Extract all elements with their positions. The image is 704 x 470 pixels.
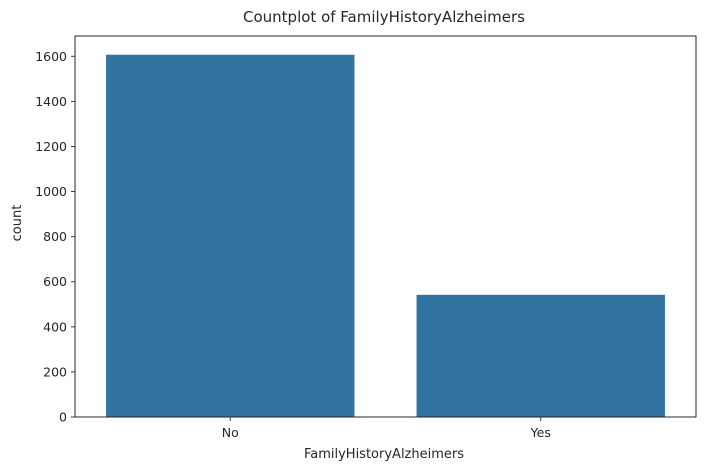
- bar-no: [106, 54, 355, 418]
- y-tick-label: 0: [59, 410, 67, 425]
- y-axis-label: count: [10, 205, 25, 242]
- y-tick-label: 1600: [35, 49, 67, 64]
- y-tick-label: 800: [43, 229, 67, 244]
- y-tick-label: 200: [43, 364, 67, 379]
- y-tick-label: 1200: [35, 139, 67, 154]
- axes-frame: [74, 35, 697, 418]
- y-tick-label: 1000: [35, 184, 67, 199]
- y-tick-label: 1400: [35, 94, 67, 109]
- y-tick-label: 600: [43, 274, 67, 289]
- chart-title: Countplot of FamilyHistoryAlzheimers: [243, 8, 525, 26]
- bar-yes: [416, 294, 665, 417]
- x-tick-label: No: [222, 425, 239, 440]
- x-tick-label: Yes: [530, 425, 551, 440]
- y-tick-label: 400: [43, 319, 67, 334]
- x-axis-label: FamilyHistoryAlzheimers: [304, 447, 464, 462]
- plot-area: No Yes 0 200 400 600 800 1000 1200 1400 1600: [35, 35, 697, 440]
